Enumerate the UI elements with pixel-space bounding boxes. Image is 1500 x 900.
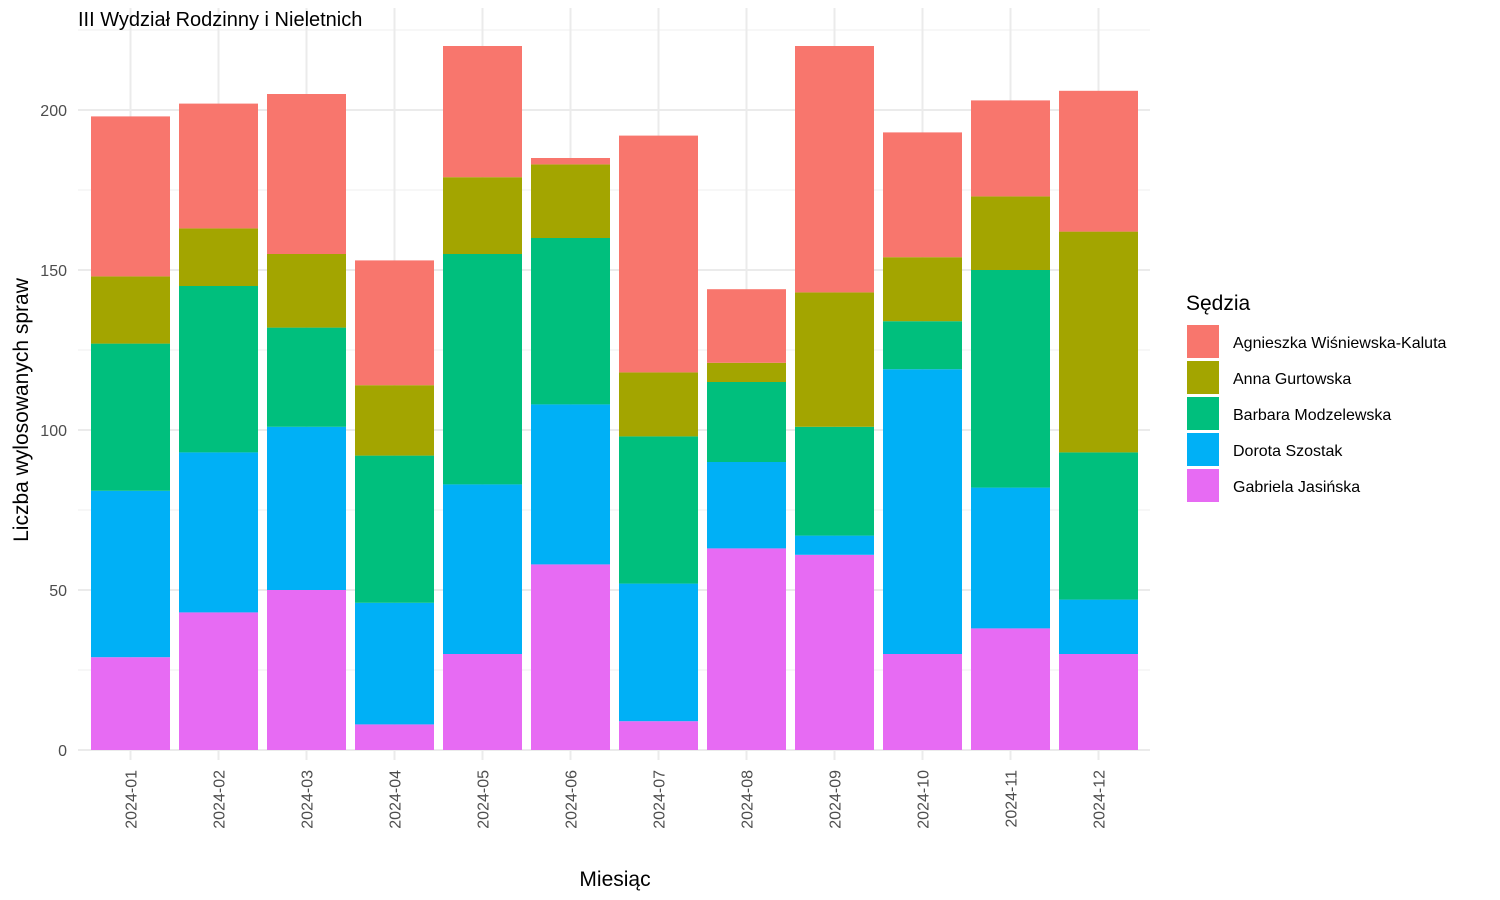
bar-segment [883, 321, 962, 370]
bar-segment [1059, 654, 1138, 750]
x-tick-label: 2024-08 [740, 770, 757, 829]
legend-key [1187, 433, 1219, 466]
bar-segment [267, 426, 346, 590]
bar-segment [443, 177, 522, 254]
bar-segment [267, 94, 346, 254]
bar-segment [267, 590, 346, 750]
bar-segment [883, 369, 962, 654]
bar-segment [971, 628, 1050, 750]
bar-segment [91, 343, 170, 491]
legend-label: Anna Gurtowska [1233, 371, 1351, 388]
legend-label: Barbara Modzelewska [1233, 407, 1391, 424]
bar-segment [443, 484, 522, 654]
bar-segment [267, 254, 346, 328]
bar-segment [531, 404, 610, 565]
legend-key [1187, 469, 1219, 502]
chart-title: III Wydział Rodzinny i Nieletnich [78, 9, 362, 31]
bar-segment [355, 455, 434, 603]
bar-segment [531, 158, 610, 165]
y-tick-label: 0 [58, 743, 67, 760]
bar-segment [795, 46, 874, 293]
bar-segment [795, 426, 874, 536]
bar-segment [707, 382, 786, 462]
x-tick-label: 2024-09 [828, 770, 845, 829]
bar-segment [619, 721, 698, 750]
bar-segment [707, 289, 786, 363]
y-axis-ticks: 0 50 100 150 200 [40, 103, 67, 760]
legend-label: Gabriela Jasińska [1233, 479, 1360, 496]
bar-segment [883, 257, 962, 322]
legend-key [1187, 397, 1219, 430]
bar-segment [619, 135, 698, 373]
x-tick-label: 2024-05 [476, 770, 493, 829]
x-axis-ticks: 2024-01 2024-02 2024-03 2024-04 2024-05 2024-… [124, 770, 1109, 829]
x-axis-title: Miesiąc [579, 868, 650, 891]
legend-key [1187, 361, 1219, 394]
bar-segment [179, 286, 258, 453]
bar-segment [91, 116, 170, 277]
bar-segment [883, 654, 962, 750]
bar-segment [971, 196, 1050, 270]
y-tick-label: 200 [40, 103, 67, 120]
bar-segment [619, 583, 698, 722]
bar-segment [619, 436, 698, 584]
x-tick-label: 2024-10 [916, 770, 933, 829]
legend-label: Dorota Szostak [1233, 443, 1343, 460]
bar-segment [883, 132, 962, 258]
y-axis-title: Liczba wylosowanych spraw [10, 277, 33, 542]
bar-segment [1059, 599, 1138, 654]
x-tick-label: 2024-11 [1004, 770, 1021, 828]
bar-segment [795, 535, 874, 555]
y-tick-label: 100 [40, 423, 67, 440]
y-tick-label: 150 [40, 263, 67, 280]
bar-segment [531, 164, 610, 238]
y-tick-label: 50 [49, 583, 67, 600]
bar-segment [443, 46, 522, 178]
bar-segment [1059, 452, 1138, 600]
bar-segment [355, 260, 434, 386]
bar-segment [91, 276, 170, 344]
x-tick-label: 2024-04 [388, 770, 405, 829]
bar-segment [355, 724, 434, 750]
x-tick-label: 2024-07 [652, 770, 669, 829]
bar-segment [179, 103, 258, 229]
x-tick-label: 2024-02 [212, 770, 229, 829]
x-tick-label: 2024-03 [300, 770, 317, 829]
bar-segment [707, 362, 786, 382]
bar-segment [443, 654, 522, 750]
bar-segment [707, 548, 786, 750]
bar-segment [795, 292, 874, 427]
x-tick-label: 2024-01 [124, 770, 141, 829]
legend-title: Sędzia [1186, 292, 1251, 315]
bar-segment [1059, 90, 1138, 232]
bar-segment [795, 554, 874, 750]
bar-segment [1059, 231, 1138, 453]
bar-segment [971, 487, 1050, 629]
bar-segment [179, 452, 258, 613]
bar-segment [355, 602, 434, 725]
x-tick-label: 2024-12 [1092, 770, 1109, 829]
bar-segment [971, 270, 1050, 488]
bar-segment [443, 254, 522, 485]
bar-segment [91, 490, 170, 658]
legend-key [1187, 325, 1219, 358]
bar-segment [179, 228, 258, 286]
bar-segment [179, 612, 258, 750]
bar-segment [619, 372, 698, 437]
bar-segment [707, 462, 786, 549]
bar-segment [531, 564, 610, 750]
bar-segment [355, 385, 434, 456]
legend: Sędzia Agnieszka Wiśniewska-Kaluta Anna G… [1186, 292, 1447, 502]
bars [91, 46, 1138, 750]
x-tick-label: 2024-06 [564, 770, 581, 829]
bar-segment [531, 238, 610, 405]
bar-segment [267, 327, 346, 427]
legend-label: Agnieszka Wiśniewska-Kaluta [1233, 335, 1447, 352]
bar-segment [91, 657, 170, 750]
bar-segment [971, 100, 1050, 197]
